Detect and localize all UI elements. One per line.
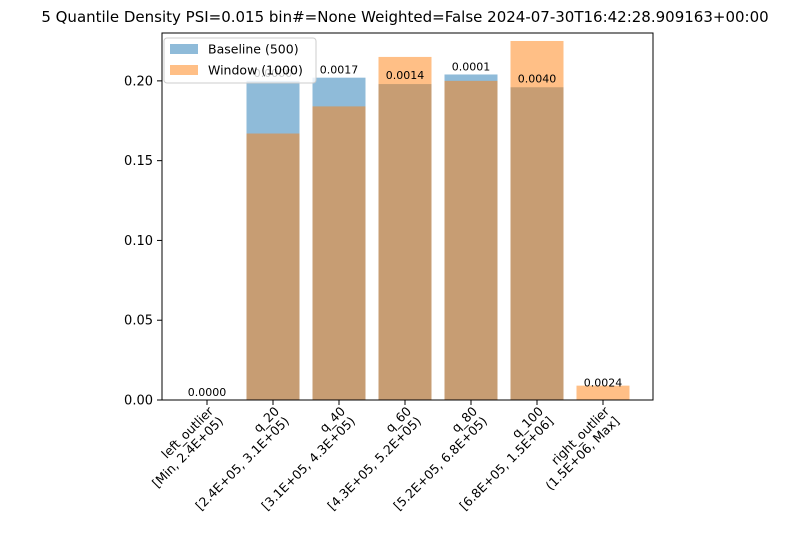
chart-title: 5 Quantile Density PSI=0.015 bin#=None W… xyxy=(41,8,768,26)
y-tick-label: 0.15 xyxy=(124,154,153,169)
bar-window xyxy=(576,385,630,400)
y-tick-label: 0.00 xyxy=(124,394,153,409)
legend: Baseline (500) Window (1000) xyxy=(163,37,317,84)
data-label: 0.0017 xyxy=(320,64,359,77)
bar-window xyxy=(246,133,300,400)
bar-window xyxy=(378,56,432,400)
data-labels-layer: 0.00000.00000.00170.00140.00010.00400.00… xyxy=(188,60,623,399)
legend-swatch xyxy=(170,44,198,54)
data-label: 0.0014 xyxy=(386,69,425,82)
legend-swatch xyxy=(170,65,198,75)
legend-label: Window (1000) xyxy=(208,63,303,78)
bar-window xyxy=(444,80,498,400)
plot-frame xyxy=(161,32,654,401)
data-label: 0.0000 xyxy=(188,386,227,399)
bar-window xyxy=(312,106,366,401)
bar-window xyxy=(510,40,564,400)
y-axis: 0.00 0.05 0.10 0.15 0.20 xyxy=(124,74,162,409)
y-tick-label: 0.20 xyxy=(124,74,153,89)
legend-box xyxy=(163,37,317,84)
y-tick-label: 0.05 xyxy=(124,314,153,329)
data-label: 0.0040 xyxy=(518,72,557,85)
x-tick-label: left_outlier[Min, 2.4E+05) xyxy=(139,403,227,491)
bars-layer xyxy=(246,40,630,401)
y-tick-label: 0.10 xyxy=(124,234,153,249)
legend-label: Baseline (500) xyxy=(208,42,299,57)
data-label: 0.0001 xyxy=(452,60,491,73)
x-axis: left_outlier[Min, 2.4E+05) q_20[2.4E+05, … xyxy=(139,400,622,513)
data-label: 0.0024 xyxy=(584,377,623,390)
